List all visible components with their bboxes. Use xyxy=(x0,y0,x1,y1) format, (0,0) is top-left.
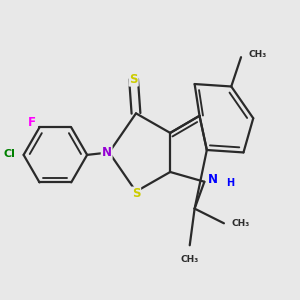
Text: N: N xyxy=(102,146,112,159)
Text: S: S xyxy=(132,188,140,200)
Text: CH₃: CH₃ xyxy=(248,50,267,59)
Text: F: F xyxy=(28,116,36,129)
Text: CH₃: CH₃ xyxy=(231,219,250,228)
Text: S: S xyxy=(129,73,138,86)
Text: N: N xyxy=(208,173,218,186)
Text: CH₃: CH₃ xyxy=(181,255,199,264)
Text: H: H xyxy=(226,178,234,188)
Text: Cl: Cl xyxy=(4,149,16,159)
